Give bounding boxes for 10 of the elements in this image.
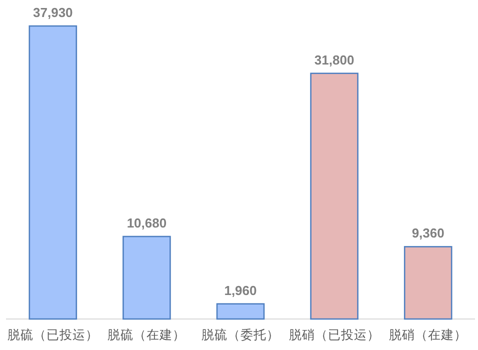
data-label: 31,800 — [314, 52, 354, 68]
x-tick-label: 脱硫（委托） — [202, 327, 280, 342]
x-tick-label: 脱硝（已投运） — [288, 327, 380, 342]
data-label: 1,960 — [224, 282, 257, 298]
x-tick-label: 脱硝（在建） — [389, 327, 468, 342]
data-label: 9,360 — [412, 226, 444, 241]
x-tick-label: 脱硫（已投运） — [7, 327, 98, 342]
data-label: 10,680 — [126, 216, 167, 230]
data-label: 37,930 — [33, 5, 73, 20]
x-tick-label: 脱硫（在建） — [108, 327, 186, 342]
